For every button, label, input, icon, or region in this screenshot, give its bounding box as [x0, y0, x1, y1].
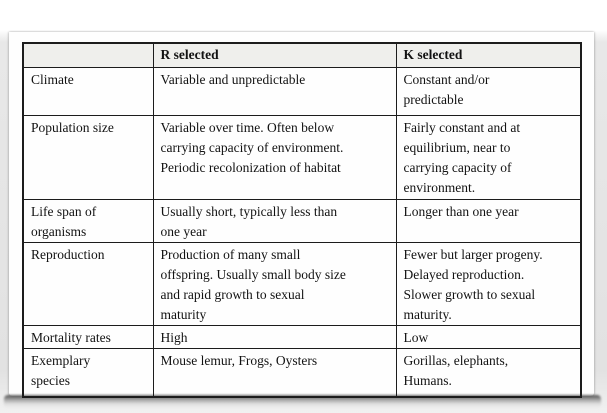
population-size-r-selected-cell: Variable over time. Often below carrying…: [152, 115, 397, 200]
page-bottom-shadow: [4, 395, 601, 408]
climate-k-selected-cell: Constant and/or predictable: [395, 67, 582, 116]
mortality-rates-r-selected-cell: High: [152, 325, 397, 349]
row-label-life-span: Life span of organisms: [22, 199, 154, 243]
table-row-life-span: Life span of organisms Usually short, ty…: [22, 199, 582, 243]
column-header-blank: [22, 42, 154, 68]
row-label-climate: Climate: [22, 67, 154, 116]
life-span-k-selected-cell: Longer than one year: [395, 199, 582, 243]
reproduction-k-selected-cell: Fewer but larger progeny. Delayed reprod…: [395, 242, 582, 326]
r-k-selection-comparison-table: R selected K selected Climate Variable a…: [22, 42, 582, 398]
mortality-rates-k-selected-cell: Low: [395, 325, 582, 349]
exemplary-species-k-selected-cell: Gorillas, elephants, Humans.: [395, 348, 582, 397]
row-label-population-size: Population size: [22, 115, 154, 200]
population-size-k-selected-cell: Fairly constant and at equilibrium, near…: [395, 115, 582, 200]
column-header-r-selected: R selected: [152, 42, 397, 68]
table-row-climate: Climate Variable and unpredictable Const…: [22, 67, 582, 116]
row-label-mortality-rates: Mortality rates: [22, 325, 154, 349]
row-label-exemplary-species: Exemplary species: [22, 348, 154, 397]
row-label-reproduction: Reproduction: [22, 242, 154, 326]
table-row-reproduction: Reproduction Production of many small of…: [22, 242, 582, 326]
life-span-r-selected-cell: Usually short, typically less than one y…: [152, 199, 397, 243]
table-header-row: R selected K selected: [22, 42, 582, 68]
table-row-exemplary-species: Exemplary species Mouse lemur, Frogs, Oy…: [22, 348, 582, 397]
climate-r-selected-cell: Variable and unpredictable: [152, 67, 397, 116]
exemplary-species-r-selected-cell: Mouse lemur, Frogs, Oysters: [152, 348, 397, 397]
column-header-k-selected: K selected: [395, 42, 582, 68]
table-row-population-size: Population size Variable over time. Ofte…: [22, 115, 582, 200]
table-row-mortality-rates: Mortality rates High Low: [22, 325, 582, 349]
reproduction-r-selected-cell: Production of many small offspring. Usua…: [152, 242, 397, 326]
